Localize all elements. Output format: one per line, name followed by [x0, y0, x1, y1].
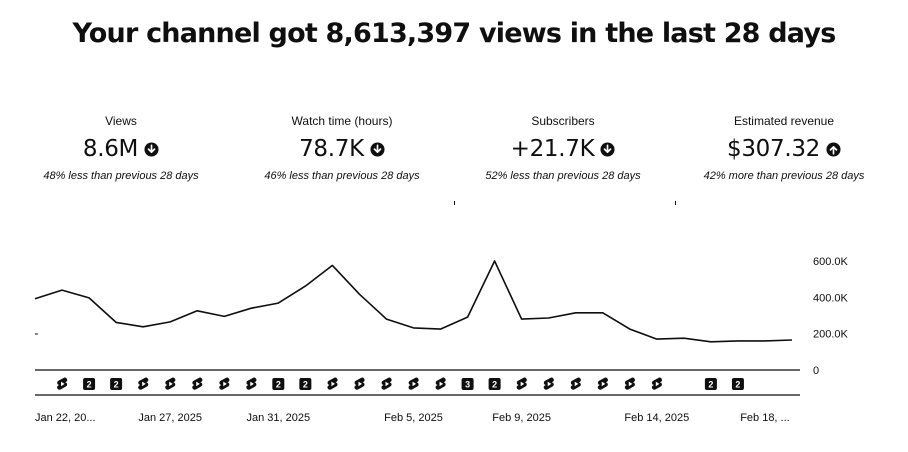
upload-count-badge[interactable]: 2 — [83, 378, 96, 390]
arrow-down-circle-icon — [144, 141, 159, 157]
metric-subscribers[interactable]: Subscribers +21.7K 52% less than previou… — [448, 114, 678, 182]
views-line-chart[interactable]: 0 200.0K 400.0K 600.0K 2 2 2 2 3 2 2 2 Jan 22, 20.… — [0, 230, 908, 430]
divider-mark — [675, 201, 676, 205]
metric-value: +21.7K — [510, 136, 595, 162]
badge-count: 2 — [87, 380, 92, 390]
y-tick-label: 0 — [813, 365, 819, 377]
metric-label: Views — [105, 114, 137, 128]
divider-mark — [454, 201, 455, 205]
metric-comparison: 46% less than previous 28 days — [264, 170, 420, 182]
badge-count: 2 — [303, 380, 308, 390]
shorts-icon[interactable] — [381, 377, 392, 390]
shorts-icon[interactable] — [192, 377, 203, 390]
metric-value: $307.32 — [726, 136, 820, 162]
upload-count-badge[interactable]: 2 — [299, 378, 312, 390]
badge-count: 2 — [492, 380, 497, 390]
metric-comparison: 42% more than previous 28 days — [703, 170, 865, 182]
badge-count: 2 — [735, 380, 740, 390]
shorts-icon[interactable] — [138, 377, 149, 390]
x-tick-label: Feb 14, 2025 — [624, 412, 689, 424]
shorts-icon[interactable] — [516, 377, 527, 390]
upload-count-badge[interactable]: 2 — [110, 378, 123, 390]
metric-estimated-revenue[interactable]: Estimated revenue $307.32 42% more than … — [669, 114, 899, 182]
x-tick-label: Jan 31, 2025 — [247, 412, 311, 424]
y-tick-label: 400.0K — [813, 292, 849, 304]
shorts-icon[interactable] — [327, 377, 338, 390]
metric-label: Estimated revenue — [733, 114, 835, 128]
shorts-icon[interactable] — [651, 377, 663, 390]
upload-count-badge[interactable]: 2 — [704, 378, 717, 390]
x-tick-label: Feb 5, 2025 — [384, 412, 443, 424]
x-tick-label: Feb 18, ... — [740, 412, 790, 424]
shorts-icon[interactable] — [57, 377, 68, 390]
metrics-row: Views 8.6M 48% less than previous 28 day… — [0, 114, 908, 194]
metric-comparison: 48% less than previous 28 days — [43, 170, 199, 182]
metric-watch-time[interactable]: Watch time (hours) 78.7K 46% less than p… — [227, 114, 457, 182]
shorts-icon[interactable] — [543, 377, 554, 390]
badge-count: 2 — [114, 380, 119, 390]
badge-count: 2 — [276, 380, 281, 390]
upload-count-badge[interactable]: 2 — [488, 378, 501, 390]
arrow-down-circle-icon — [370, 141, 385, 157]
upload-count-badge[interactable]: 2 — [272, 378, 285, 390]
shorts-icon[interactable] — [624, 377, 635, 390]
shorts-icon[interactable] — [408, 377, 419, 390]
shorts-icon[interactable] — [246, 377, 257, 390]
x-tick-label: Jan 27, 2025 — [138, 412, 202, 424]
shorts-icon[interactable] — [435, 377, 446, 390]
y-tick-label: 200.0K — [813, 329, 849, 341]
shorts-icon[interactable] — [570, 377, 581, 390]
y-tick-label: 600.0K — [813, 256, 849, 268]
metric-value: 8.6M — [82, 136, 139, 162]
x-tick-label: Feb 9, 2025 — [492, 412, 551, 424]
metric-comparison: 52% less than previous 28 days — [485, 170, 641, 182]
metric-views[interactable]: Views 8.6M 48% less than previous 28 day… — [6, 114, 236, 182]
metric-label: Watch time (hours) — [291, 114, 393, 128]
metric-value: 78.7K — [299, 136, 364, 162]
upload-count-badge[interactable]: 2 — [731, 378, 744, 390]
badge-count: 3 — [465, 380, 470, 390]
shorts-icon[interactable] — [219, 377, 230, 390]
shorts-icon[interactable] — [165, 377, 176, 390]
series-line[interactable] — [34, 260, 793, 343]
arrow-up-circle-icon — [826, 141, 841, 157]
metric-label: Subscribers — [531, 114, 595, 128]
arrow-down-circle-icon — [600, 141, 615, 157]
shorts-icon[interactable] — [597, 377, 608, 390]
badge-count: 2 — [708, 380, 713, 390]
x-tick-label: Jan 22, 20... — [35, 412, 96, 424]
upload-count-badge[interactable]: 3 — [461, 378, 474, 390]
shorts-icon[interactable] — [354, 377, 365, 390]
page-title: Your channel got 8,613,397 views in the … — [72, 18, 837, 49]
